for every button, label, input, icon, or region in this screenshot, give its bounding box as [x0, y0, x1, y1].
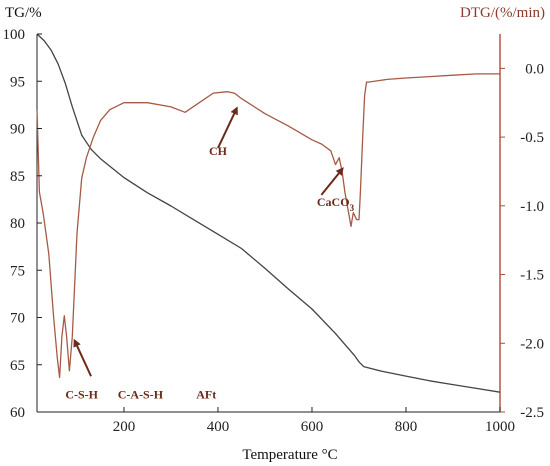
annotations-layer: CH CaCO3 C-S-H C-A-S-H AFt [65, 106, 355, 401]
y-right-tick-label: -0.5 [520, 130, 544, 146]
x-tick-label: 200 [113, 419, 136, 435]
y-right-tick-label: 0.0 [525, 61, 544, 77]
y-right-tick-label: -2.5 [520, 405, 544, 421]
y-left-tick-label: 65 [10, 358, 25, 374]
y-right-tick-label: -1.0 [520, 199, 544, 215]
y-left-tick-label: 100 [3, 27, 26, 43]
annotation-arrow [320, 167, 344, 196]
y-right-tick-label: -1.5 [520, 268, 544, 284]
y-left-tick-label: 95 [10, 74, 25, 90]
annotation-label: C-A-S-H [118, 387, 164, 401]
x-tick-label: 800 [395, 419, 418, 435]
series-layer [36, 33, 501, 393]
x-axis-title: Temperature °C [242, 447, 337, 463]
y-right-axis-title: DTG/(%/min) [460, 5, 545, 21]
series-line-tg [36, 33, 501, 393]
x-tick-label: 1000 [485, 419, 515, 435]
x-tick-label: 600 [301, 419, 324, 435]
annotation-arrow [217, 106, 238, 149]
x-tick-label: 400 [207, 419, 230, 435]
series-line-dtg [36, 73, 500, 379]
annotation-arrow [73, 338, 92, 377]
annotation-label: C-S-H [65, 387, 98, 401]
ticks-layer: 200 400 600 800 1000 60 65 70 75 80 85 90 95 100 0.0 -0… [3, 27, 545, 435]
y-left-tick-label: 70 [10, 311, 25, 327]
y-left-tick-label: 90 [10, 122, 25, 138]
y-left-tick-label: 60 [10, 405, 25, 421]
y-right-tick-label: -2.0 [520, 336, 544, 352]
y-left-tick-label: 85 [10, 169, 25, 185]
annotation-label: CaCO3 [317, 195, 355, 213]
y-left-axis-title: TG/% [5, 5, 42, 21]
annotation-label: CH [209, 144, 228, 158]
plot-frame [36, 34, 501, 413]
y-left-tick-label: 75 [10, 263, 25, 279]
annotation-label: AFt [196, 387, 216, 401]
y-left-tick-label: 80 [10, 216, 25, 232]
